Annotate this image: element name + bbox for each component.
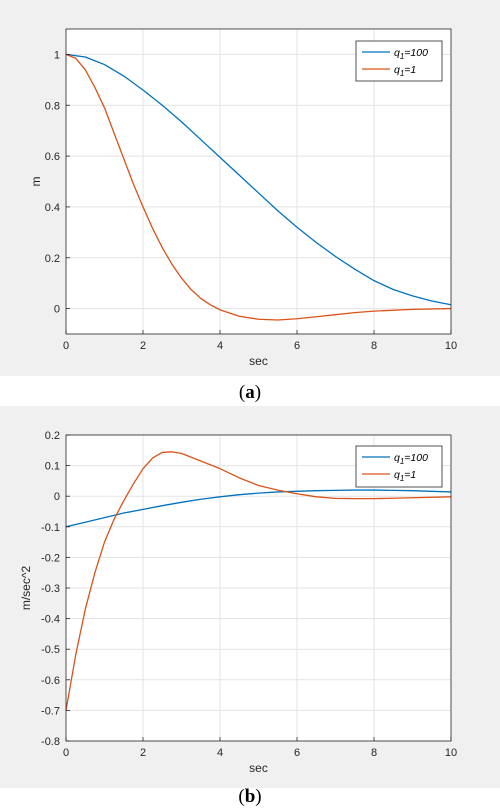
- x-axis-label: sec: [249, 354, 268, 368]
- y-tick-label: -0.1: [41, 522, 60, 534]
- legend-label-q1-100: q1=100: [394, 452, 428, 466]
- x-tick-label: 6: [294, 340, 300, 352]
- y-tick-label: 0: [54, 304, 60, 316]
- series-line-q1-1: [65, 53, 452, 321]
- x-tick-label: 10: [445, 340, 457, 352]
- y-tick-label: -0.8: [41, 736, 60, 748]
- series-line-q1-100: [65, 489, 452, 528]
- x-tick-label: 2: [140, 340, 146, 352]
- y-tick-label: -0.5: [41, 644, 60, 656]
- y-axis-label: m/sec^2: [19, 566, 33, 611]
- series-line-q1-1: [65, 451, 452, 711]
- series-line-q1-100: [65, 53, 452, 306]
- x-tick-label: 4: [217, 747, 223, 759]
- chart-a: 0 2 4 6 8 10 0 0.2 0.4 0.6 0.8 1 sec m q1=100 q1=1: [29, 28, 457, 368]
- chart-panel-b: 0 2 4 6 8 10 -0.8 -0.7 -0.6 -0.5 -0.4 -0.3 -0.2 -0.1 0…: [0, 406, 500, 788]
- y-tick-label: 0.2: [45, 430, 60, 442]
- caption-b-letter: b: [244, 786, 256, 807]
- y-tick-label: -0.7: [41, 705, 60, 717]
- x-tick-label: 8: [371, 340, 377, 352]
- x-tick-label: 4: [217, 340, 223, 352]
- caption-b: (b): [238, 786, 262, 807]
- y-tick-label: 0.4: [45, 202, 60, 214]
- caption-a-letter: a: [245, 382, 255, 403]
- legend-label-q1-1: q1=1: [394, 469, 416, 483]
- y-tick-label: 0.6: [45, 151, 60, 163]
- y-tick-label: -0.6: [41, 675, 60, 687]
- legend-box: [355, 445, 443, 488]
- x-tick-label: 0: [63, 340, 69, 352]
- x-tick-label: 8: [371, 747, 377, 759]
- legend-label-q1-100: q1=100: [394, 47, 428, 61]
- y-tick-label: 0.2: [45, 253, 60, 265]
- y-tick-label: -0.4: [41, 614, 60, 626]
- y-tick-label: 1: [54, 49, 60, 61]
- y-tick-label: -0.2: [41, 552, 60, 564]
- y-tick-label: -0.3: [41, 583, 60, 595]
- axes-frame: [65, 28, 452, 335]
- x-tick-label: 6: [294, 747, 300, 759]
- legend-box: [355, 40, 443, 82]
- x-tick-label: 2: [140, 747, 146, 759]
- chart-panel-a: 0 2 4 6 8 10 0 0.2 0.4 0.6 0.8 1 sec m q1=100 q1=1: [0, 0, 500, 376]
- x-tick-label: 10: [445, 747, 457, 759]
- y-axis-label: m: [29, 177, 43, 187]
- y-tick-label: 0.1: [45, 461, 60, 473]
- caption-a: (a): [238, 382, 262, 403]
- legend-label-q1-1: q1=1: [394, 64, 416, 78]
- chart-b: 0 2 4 6 8 10 -0.8 -0.7 -0.6 -0.5 -0.4 -0.3 -0.2 -0.1 0…: [19, 430, 457, 775]
- x-axis-label: sec: [249, 761, 268, 775]
- y-tick-label: 0: [54, 491, 60, 503]
- y-tick-label: 0.8: [45, 100, 60, 112]
- x-tick-label: 0: [63, 747, 69, 759]
